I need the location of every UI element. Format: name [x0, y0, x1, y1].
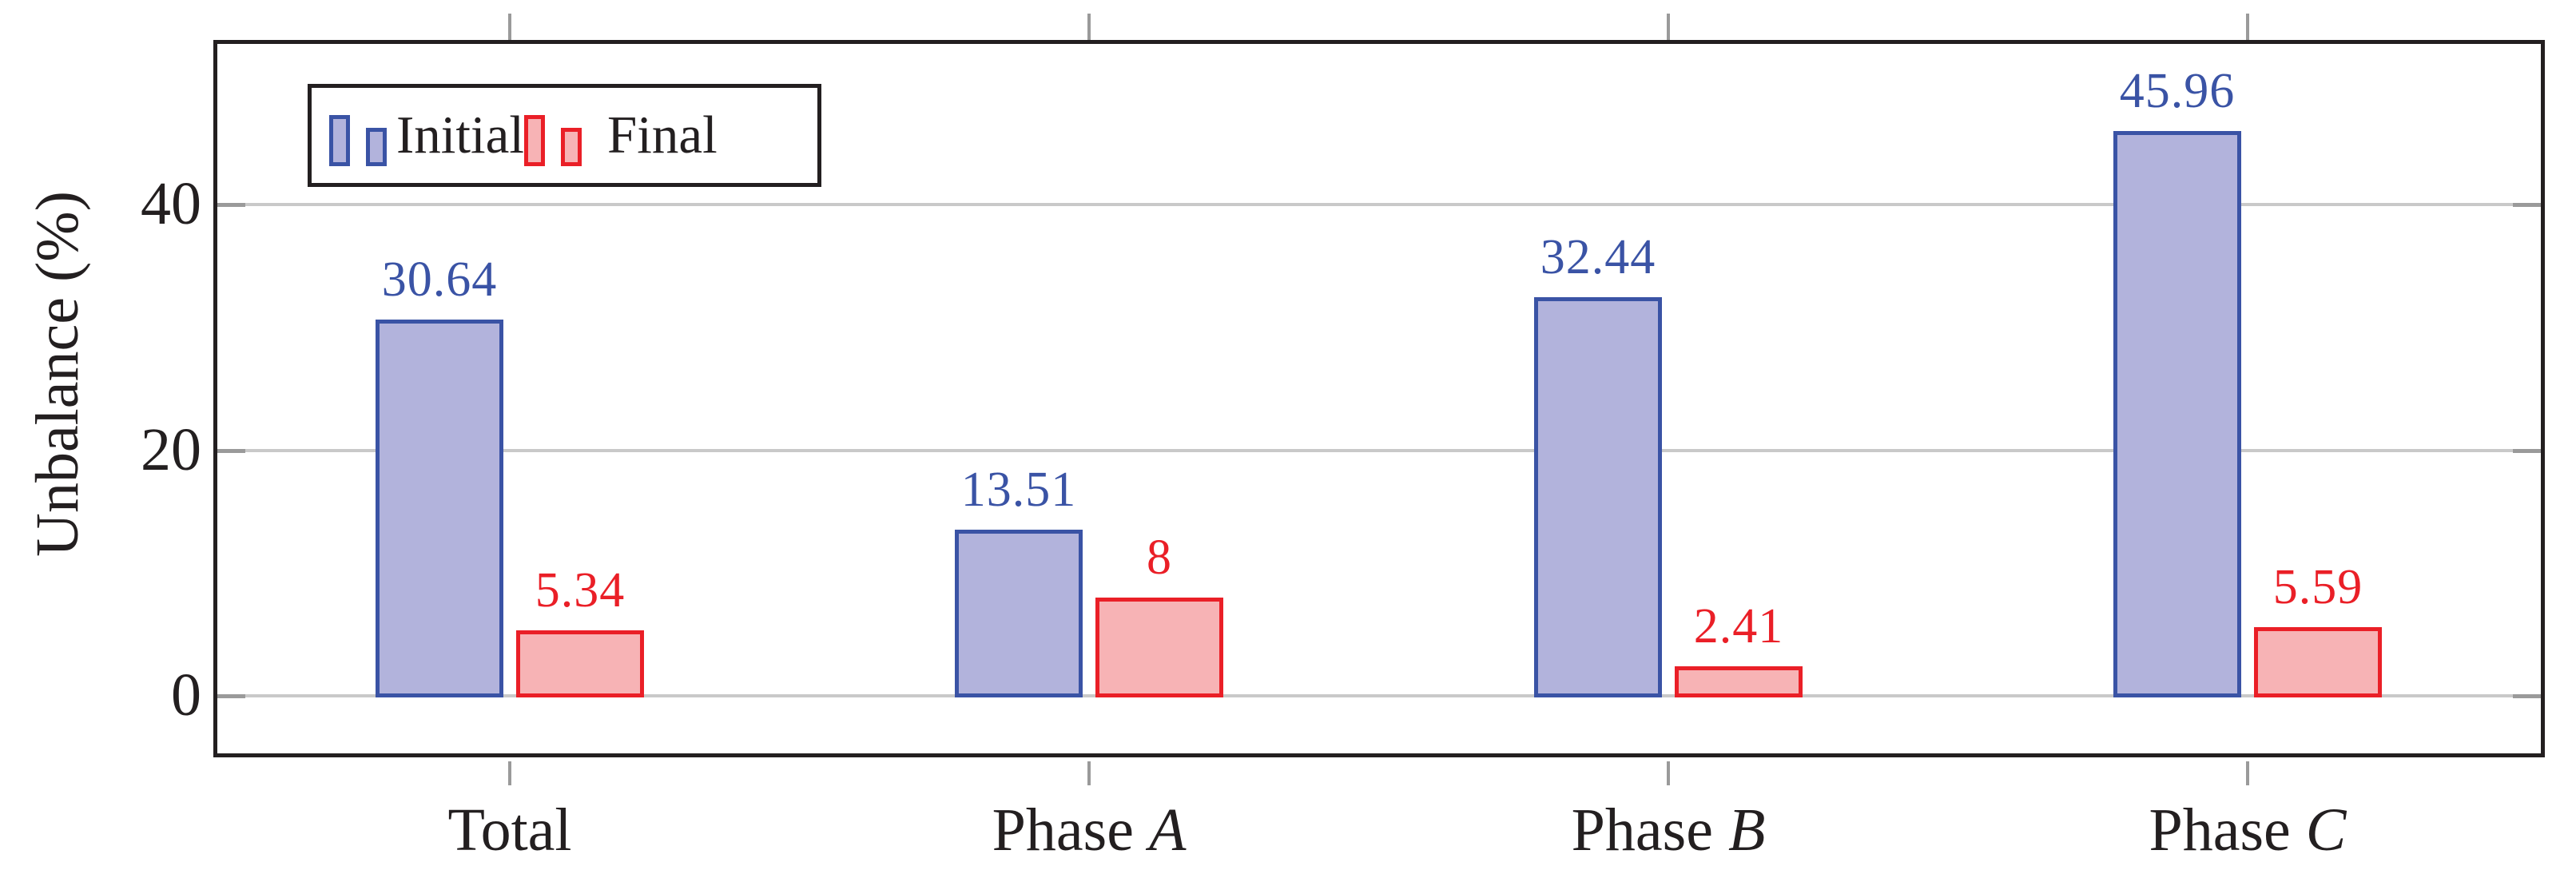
bar-final-phase-a: [1095, 598, 1223, 698]
value-label-final-phase-b: 2.41: [1693, 599, 1784, 654]
value-label-initial-phase-a: 13.51: [960, 463, 1077, 517]
value-label-final-phase-a: 8: [1147, 530, 1172, 585]
y-tick-mark-left-0: [217, 694, 245, 698]
legend-bar-icon: [366, 127, 387, 166]
legend-label-final: Final: [607, 105, 718, 165]
legend-bar-icon: [329, 114, 350, 166]
gridline-y-0: [217, 694, 2541, 697]
y-tick-mark-left-20: [217, 449, 245, 453]
bar-initial-total-: [376, 320, 503, 698]
x-tick-mark-bottom-phase-b: [1667, 761, 1670, 785]
x-tick-label-phase-c: Phase C: [2149, 797, 2347, 864]
bar-initial-phase-b: [1534, 297, 1662, 698]
legend-glyph-final: [524, 114, 582, 166]
bar-final-phase-b: [1675, 666, 1803, 698]
y-axis-title: Unbalance (%): [24, 191, 91, 557]
legend-bar-icon: [561, 127, 582, 166]
legend: Initial Final: [308, 84, 821, 187]
y-tick-label-0: 0: [171, 661, 201, 729]
legend-label-initial: Initial: [396, 105, 525, 165]
gridline-y-20: [217, 449, 2541, 452]
x-tick-mark-top-total-: [508, 14, 511, 40]
legend-bar-icon: [524, 114, 546, 166]
x-tick-mark-top-phase-c: [2246, 14, 2249, 40]
y-tick-mark-right-20: [2513, 449, 2541, 453]
y-tick-mark-right-0: [2513, 694, 2541, 698]
legend-glyph-initial: [329, 114, 387, 166]
value-label-initial-phase-c: 45.96: [2119, 64, 2236, 118]
value-label-initial-phase-b: 32.44: [1540, 230, 1656, 284]
y-tick-mark-right-40: [2513, 203, 2541, 207]
value-label-final-phase-c: 5.59: [2272, 560, 2363, 614]
x-tick-label-total-: Total: [447, 797, 572, 864]
value-label-final-total-: 5.34: [535, 563, 626, 618]
y-tick-label-20: 20: [141, 416, 201, 483]
bar-initial-phase-c: [2113, 131, 2241, 698]
gridline-y-40: [217, 203, 2541, 206]
x-tick-mark-bottom-phase-c: [2246, 761, 2249, 785]
value-label-initial-total-: 30.64: [381, 252, 498, 307]
x-tick-mark-top-phase-b: [1667, 14, 1670, 40]
bar-initial-phase-a: [955, 530, 1083, 698]
y-tick-mark-left-40: [217, 203, 245, 207]
x-tick-label-phase-a: Phase A: [992, 797, 1187, 864]
x-tick-mark-top-phase-a: [1087, 14, 1091, 40]
x-tick-mark-bottom-total-: [508, 761, 511, 785]
x-tick-mark-bottom-phase-a: [1087, 761, 1091, 785]
bar-final-phase-c: [2254, 627, 2382, 698]
bar-final-total-: [516, 630, 644, 698]
x-tick-label-phase-b: Phase B: [1571, 797, 1766, 864]
plot-frame: [213, 40, 2545, 757]
y-tick-label-40: 40: [141, 170, 201, 237]
